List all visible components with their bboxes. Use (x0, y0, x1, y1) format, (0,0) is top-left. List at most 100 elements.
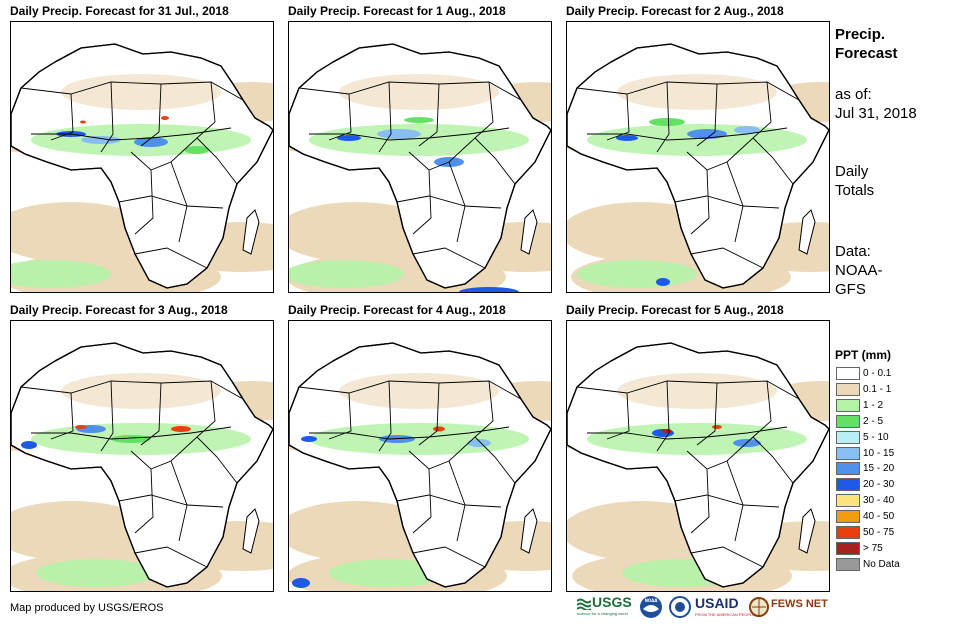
sand-field (61, 74, 221, 110)
border-line (587, 127, 788, 141)
sand-field (339, 74, 499, 110)
daily-line1: Daily (835, 163, 869, 180)
border-line (31, 127, 232, 141)
legend-swatch (836, 494, 860, 508)
madagascar (242, 508, 260, 554)
border-line (606, 93, 630, 141)
border-line (378, 81, 392, 153)
legend-label: 20 - 30 (863, 479, 895, 491)
rain-cell (171, 426, 191, 432)
border-line (196, 81, 216, 139)
border-line (50, 392, 74, 440)
coastline (567, 43, 829, 289)
border-line (328, 93, 352, 141)
border-line (408, 436, 476, 470)
legend-swatch (836, 478, 860, 492)
border-line (118, 195, 224, 209)
usgs-logo: USGS science for a changing world (577, 594, 633, 620)
border-line (140, 83, 162, 147)
daily-totals-block: Daily Totals (835, 162, 874, 200)
rain-cell (185, 146, 209, 154)
legend-label: 40 - 50 (863, 511, 895, 523)
forecast-panel-4: Daily Precip. Forecast for 3 Aug., 2018 (10, 301, 282, 596)
rain-cell (467, 439, 491, 447)
legend-label: 0 - 0.1 (863, 368, 892, 379)
legend-swatch (836, 430, 860, 444)
border-line (378, 380, 392, 452)
border-line (196, 436, 238, 484)
country-borders (20, 81, 244, 269)
border-line (20, 81, 244, 101)
africa-map (11, 342, 273, 591)
border-line (690, 468, 710, 534)
logo-strip: USGS science for a changing world NOAA U… (577, 594, 828, 620)
usgs-text: USGS (592, 594, 632, 610)
legend-label: 5 - 10 (863, 431, 889, 443)
noaa-emblem-icon: NOAA (640, 596, 662, 618)
legend-label: 50 - 75 (863, 527, 895, 538)
noaa-emblem-text: NOAA (645, 598, 659, 603)
green-field (11, 260, 111, 288)
panel-title: Daily Precip. Forecast for 1 Aug., 2018 (288, 4, 506, 18)
sand-field (617, 74, 777, 110)
rain-cell (161, 116, 169, 120)
border-line (130, 436, 198, 470)
legend-swatch (836, 446, 860, 460)
green-field (577, 260, 697, 288)
madagascar (242, 209, 260, 255)
border-line (134, 247, 208, 269)
border-line (50, 93, 74, 141)
border-line (328, 392, 352, 440)
forecast-map (288, 320, 552, 592)
noaa-logo: NOAA (639, 594, 663, 620)
coastline (289, 342, 551, 588)
rain-cell (337, 135, 361, 141)
border-line (412, 169, 432, 235)
border-line (587, 426, 788, 440)
rain-cell (649, 118, 685, 126)
country-borders (576, 380, 800, 568)
sand-field (11, 202, 151, 262)
border-line (726, 161, 744, 243)
border-line (752, 81, 772, 139)
border-line (674, 195, 780, 209)
data-source-block: Data: NOAA- GFS (835, 242, 883, 299)
forecast-panel-3: Daily Precip. Forecast for 2 Aug., 2018 (566, 2, 838, 297)
fewsnet-text: FEWS NET (771, 598, 828, 610)
border-line (606, 392, 630, 440)
seal-icon (669, 596, 691, 618)
panel-title: Daily Precip. Forecast for 31 Jul., 2018 (10, 4, 229, 18)
africa-map (567, 342, 829, 591)
legend-label: 15 - 20 (863, 463, 895, 475)
map-credit: Map produced by USGS/EROS (10, 602, 164, 614)
border-line (656, 380, 670, 452)
legend-swatch (836, 557, 860, 571)
panel-title: Daily Precip. Forecast for 3 Aug., 2018 (10, 303, 228, 317)
asof-block: as of: Jul 31, 2018 (835, 85, 917, 123)
forecast-map (288, 21, 552, 293)
border-line (448, 460, 466, 542)
border-line (474, 137, 516, 185)
asof-label: as of: (835, 86, 872, 103)
border-line (690, 247, 764, 269)
usaid-text: USAID (695, 595, 739, 611)
rain-cell (80, 120, 86, 124)
border-line (412, 247, 486, 269)
border-line (31, 426, 232, 440)
border-line (686, 436, 754, 470)
forecast-panel-5: Daily Precip. Forecast for 4 Aug., 2018 (288, 301, 560, 596)
africa-map (567, 43, 829, 292)
border-line (674, 494, 780, 508)
data-line2: NOAA- (835, 262, 883, 279)
border-line (100, 380, 114, 452)
border-line (686, 137, 754, 171)
rain-cell (616, 135, 638, 141)
green-field (587, 423, 807, 455)
forecast-panel-2: Daily Precip. Forecast for 1 Aug., 2018 (288, 2, 560, 297)
fewsnet-logo: FEWS NET (749, 594, 828, 620)
forecast-map (10, 21, 274, 293)
country-borders (576, 81, 800, 269)
border-line (298, 380, 522, 400)
border-line (134, 169, 154, 235)
border-line (696, 83, 718, 147)
